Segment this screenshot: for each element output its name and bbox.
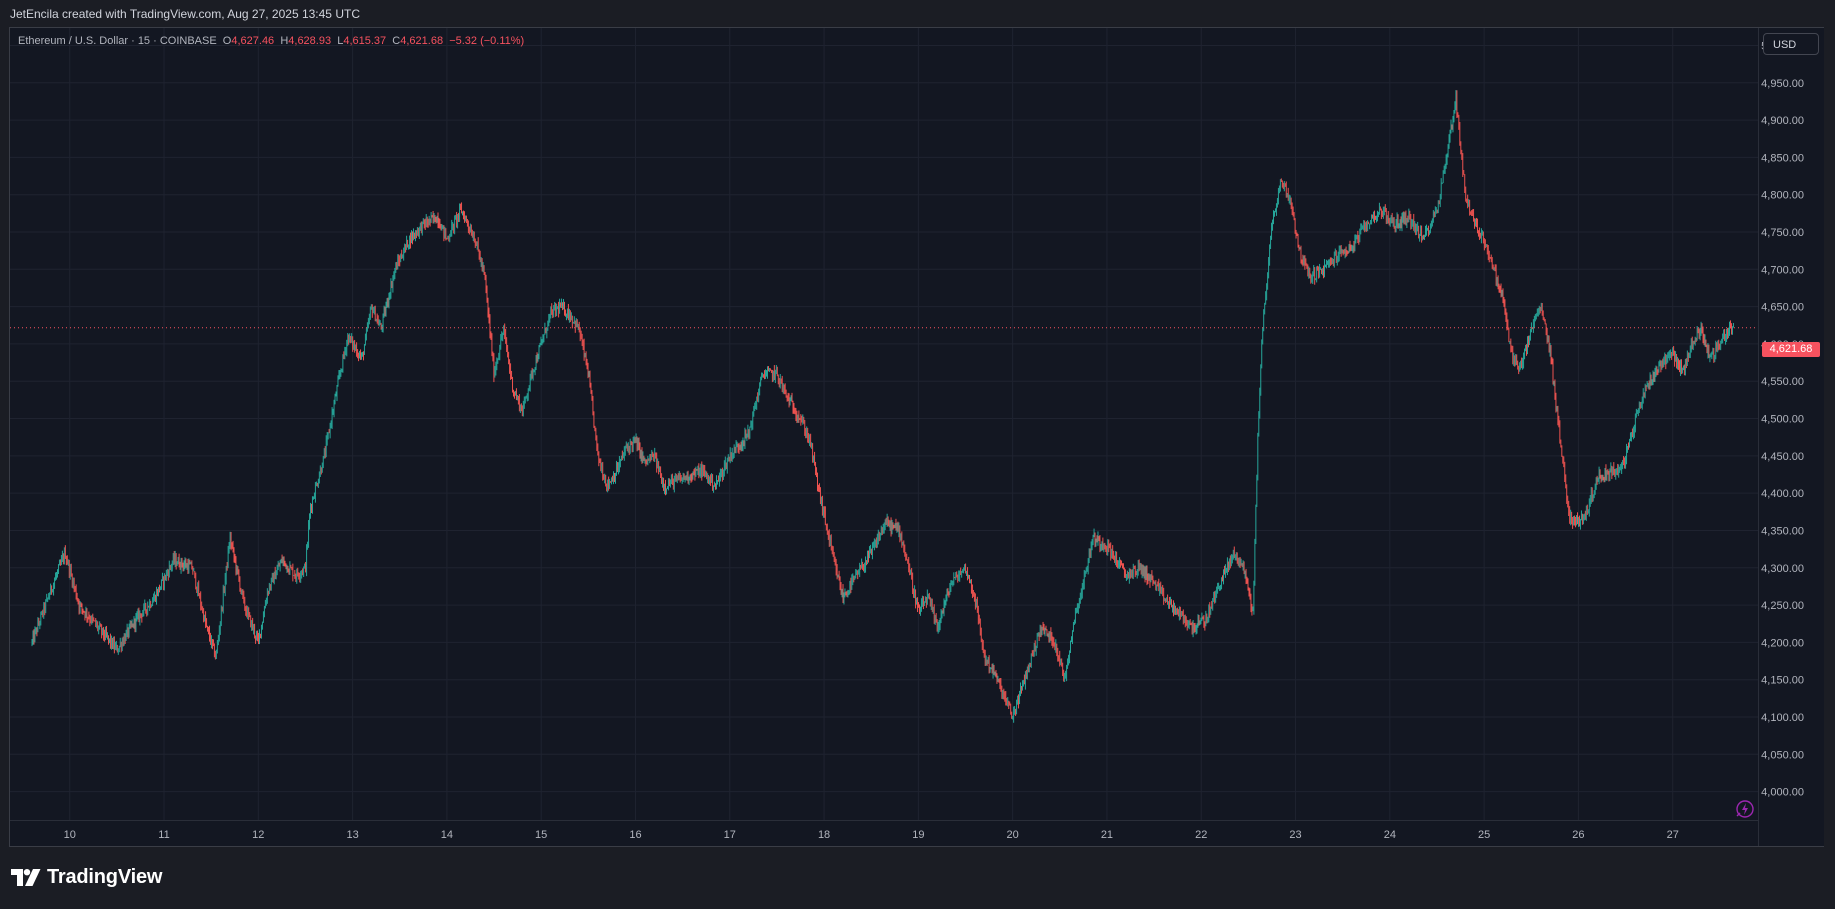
date-tick-label: 12	[252, 829, 264, 841]
price-tick-label: 4,700.00	[1761, 264, 1804, 276]
date-tick-label: 17	[724, 829, 736, 841]
date-tick-label: 25	[1478, 829, 1490, 841]
date-tick-label: 26	[1572, 829, 1584, 841]
brand-name: TradingView	[47, 866, 163, 888]
close-label: C	[392, 35, 401, 47]
price-tick-label: 4,800.00	[1761, 190, 1804, 202]
price-chart[interactable]: 4,000.00 4,050.00 4,100.00 4,150.00 4,200.00…	[10, 28, 1824, 846]
currency-button[interactable]: USD	[1763, 33, 1819, 55]
open-label: O	[222, 35, 232, 47]
price-tick-label: 4,300.00	[1761, 563, 1804, 575]
high-value: 4,628.93	[288, 35, 332, 47]
price-tick-label: 4,900.00	[1761, 115, 1804, 127]
price-tick-label: 4,450.00	[1761, 451, 1804, 463]
date-tick-label: 11	[158, 829, 169, 841]
price-tick-label: 4,250.00	[1761, 600, 1804, 612]
price-tick-label: 4,950.00	[1761, 78, 1804, 90]
price-tick-label: 4,550.00	[1761, 376, 1804, 388]
plot-background	[10, 28, 1758, 820]
date-tick-label: 20	[1007, 829, 1019, 841]
brand[interactable]: TradingView	[11, 866, 162, 889]
chart-caption: JetEncila created with TradingView.com, …	[10, 7, 360, 21]
price-tick-label: 4,100.00	[1761, 712, 1804, 724]
tradingview-logo-icon	[11, 869, 41, 886]
date-tick-label: 24	[1384, 829, 1396, 841]
lightning-bolt-icon[interactable]	[1735, 799, 1755, 819]
price-scale-background[interactable]	[1759, 28, 1824, 846]
date-tick-label: 18	[818, 829, 830, 841]
price-tick-label: 4,200.00	[1761, 637, 1804, 649]
date-tick-label: 22	[1195, 829, 1207, 841]
price-tick-label: 4,000.00	[1761, 787, 1804, 799]
time-axis: 10 11 12 13 14 15 16 17 18 19 20 21 22 23 24 25 26 27	[64, 829, 1679, 841]
price-tick-label: 4,050.00	[1761, 749, 1804, 761]
date-tick-label: 21	[1101, 829, 1113, 841]
date-tick-label: 19	[912, 829, 924, 841]
price-tick-label: 4,150.00	[1761, 675, 1804, 687]
time-scale-background[interactable]	[10, 821, 1759, 846]
candles	[31, 90, 1734, 723]
high-label: H	[280, 35, 289, 47]
date-tick-label: 10	[64, 829, 76, 841]
low-value: 4,615.37	[343, 35, 387, 47]
price-tick-label: 4,500.00	[1761, 414, 1804, 426]
date-tick-label: 27	[1667, 829, 1679, 841]
open-value: 4,627.46	[231, 35, 275, 47]
price-tick-label: 4,750.00	[1761, 227, 1804, 239]
price-tick-label: 4,850.00	[1761, 152, 1804, 164]
change-value: −5.32 (−0.11%)	[449, 35, 525, 47]
low-label: L	[337, 35, 344, 47]
price-tick-label: 4,650.00	[1761, 302, 1804, 314]
close-value: 4,621.68	[400, 35, 444, 47]
date-tick-label: 23	[1289, 829, 1301, 841]
price-axis: 4,000.00 4,050.00 4,100.00 4,150.00 4,200.00…	[1761, 40, 1804, 798]
date-tick-label: 16	[629, 829, 641, 841]
grid-lines	[10, 28, 1758, 820]
symbol-title[interactable]: Ethereum / U.S. Dollar · 15 · COINBASE	[18, 35, 217, 47]
price-tick-label: 4,350.00	[1761, 525, 1804, 537]
last-price-label: 4,621.68	[1762, 342, 1820, 357]
date-tick-label: 15	[535, 829, 547, 841]
price-tick-label: 4,400.00	[1761, 488, 1804, 500]
date-tick-label: 14	[441, 829, 453, 841]
symbol-legend: Ethereum / U.S. Dollar · 15 · COINBASE O…	[18, 35, 524, 47]
date-tick-label: 13	[346, 829, 358, 841]
